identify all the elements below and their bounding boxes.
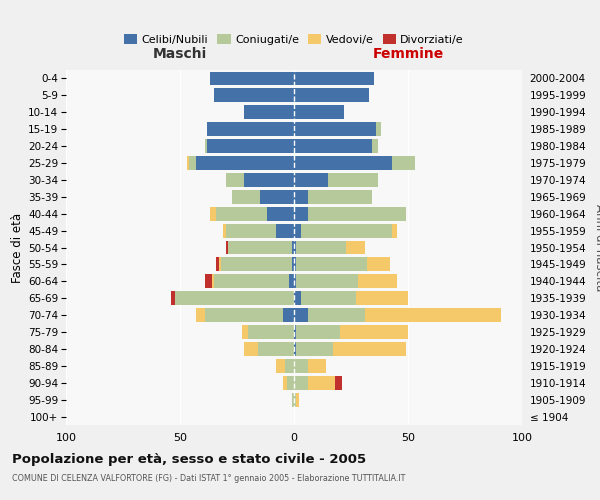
Bar	[226, 173, 244, 187]
Bar	[358, 274, 397, 288]
Bar	[289, 274, 294, 288]
Bar	[335, 376, 342, 390]
Bar	[209, 207, 217, 220]
Bar	[226, 224, 276, 237]
Bar	[294, 106, 344, 119]
Bar	[294, 342, 296, 356]
Bar	[301, 224, 392, 237]
Bar	[276, 224, 294, 237]
Bar	[212, 274, 214, 288]
Bar	[175, 292, 294, 305]
Bar	[308, 190, 371, 203]
Bar	[308, 308, 365, 322]
Bar	[376, 122, 380, 136]
Bar	[292, 258, 294, 272]
Bar	[294, 224, 301, 237]
Bar	[294, 258, 296, 272]
Bar	[294, 190, 308, 203]
Bar	[260, 190, 294, 203]
Bar	[356, 292, 408, 305]
Bar	[217, 207, 266, 220]
Bar	[392, 156, 415, 170]
Bar	[294, 240, 296, 254]
Bar	[257, 342, 294, 356]
Bar	[367, 258, 390, 272]
Bar	[205, 274, 212, 288]
Bar	[292, 392, 294, 406]
Bar	[283, 308, 294, 322]
Bar	[171, 292, 175, 305]
Y-axis label: Anni di nascita: Anni di nascita	[593, 204, 600, 291]
Bar	[308, 376, 335, 390]
Bar	[283, 376, 287, 390]
Bar	[294, 122, 376, 136]
Bar	[287, 376, 294, 390]
Bar	[333, 342, 406, 356]
Bar	[187, 156, 189, 170]
Legend: Celibi/Nubili, Coniugati/e, Vedovi/e, Divorziati/e: Celibi/Nubili, Coniugati/e, Vedovi/e, Di…	[119, 30, 469, 49]
Bar	[208, 122, 294, 136]
Bar	[294, 392, 296, 406]
Bar	[296, 325, 340, 339]
Bar	[285, 359, 294, 373]
Bar	[228, 240, 292, 254]
Bar	[308, 207, 406, 220]
Bar	[294, 173, 328, 187]
Bar	[196, 156, 294, 170]
Bar	[296, 342, 333, 356]
Bar	[205, 308, 283, 322]
Bar	[248, 325, 294, 339]
Y-axis label: Fasce di età: Fasce di età	[11, 212, 24, 282]
Bar	[189, 156, 196, 170]
Bar	[294, 207, 308, 220]
Bar	[308, 359, 326, 373]
Text: Maschi: Maschi	[153, 47, 207, 61]
Text: Femmine: Femmine	[373, 47, 443, 61]
Bar	[328, 173, 379, 187]
Bar	[196, 308, 205, 322]
Bar	[226, 240, 228, 254]
Bar	[244, 342, 257, 356]
Text: COMUNE DI CELENZA VALFORTORE (FG) - Dati ISTAT 1° gennaio 2005 - Elaborazione TU: COMUNE DI CELENZA VALFORTORE (FG) - Dati…	[12, 474, 406, 483]
Bar	[221, 258, 292, 272]
Bar	[219, 258, 221, 272]
Bar	[294, 88, 369, 102]
Bar	[276, 359, 285, 373]
Bar	[217, 258, 219, 272]
Bar	[296, 392, 299, 406]
Bar	[232, 190, 260, 203]
Bar	[371, 139, 379, 153]
Bar	[346, 240, 365, 254]
Bar	[266, 207, 294, 220]
Bar	[296, 258, 367, 272]
Bar	[294, 376, 308, 390]
Text: Popolazione per età, sesso e stato civile - 2005: Popolazione per età, sesso e stato civil…	[12, 452, 366, 466]
Bar	[294, 325, 296, 339]
Bar	[294, 308, 308, 322]
Bar	[244, 173, 294, 187]
Bar	[294, 274, 296, 288]
Bar	[214, 274, 289, 288]
Bar	[296, 274, 358, 288]
Bar	[294, 139, 371, 153]
Bar	[392, 224, 397, 237]
Bar	[365, 308, 502, 322]
Bar	[301, 292, 356, 305]
Bar	[244, 106, 294, 119]
Bar	[208, 139, 294, 153]
Bar	[294, 156, 392, 170]
Bar	[292, 240, 294, 254]
Bar	[205, 139, 208, 153]
Bar	[294, 292, 301, 305]
Bar	[294, 359, 308, 373]
Bar	[242, 325, 248, 339]
Bar	[296, 240, 346, 254]
Bar	[223, 224, 226, 237]
Bar	[294, 72, 374, 86]
Bar	[209, 72, 294, 86]
Bar	[214, 88, 294, 102]
Bar	[340, 325, 408, 339]
